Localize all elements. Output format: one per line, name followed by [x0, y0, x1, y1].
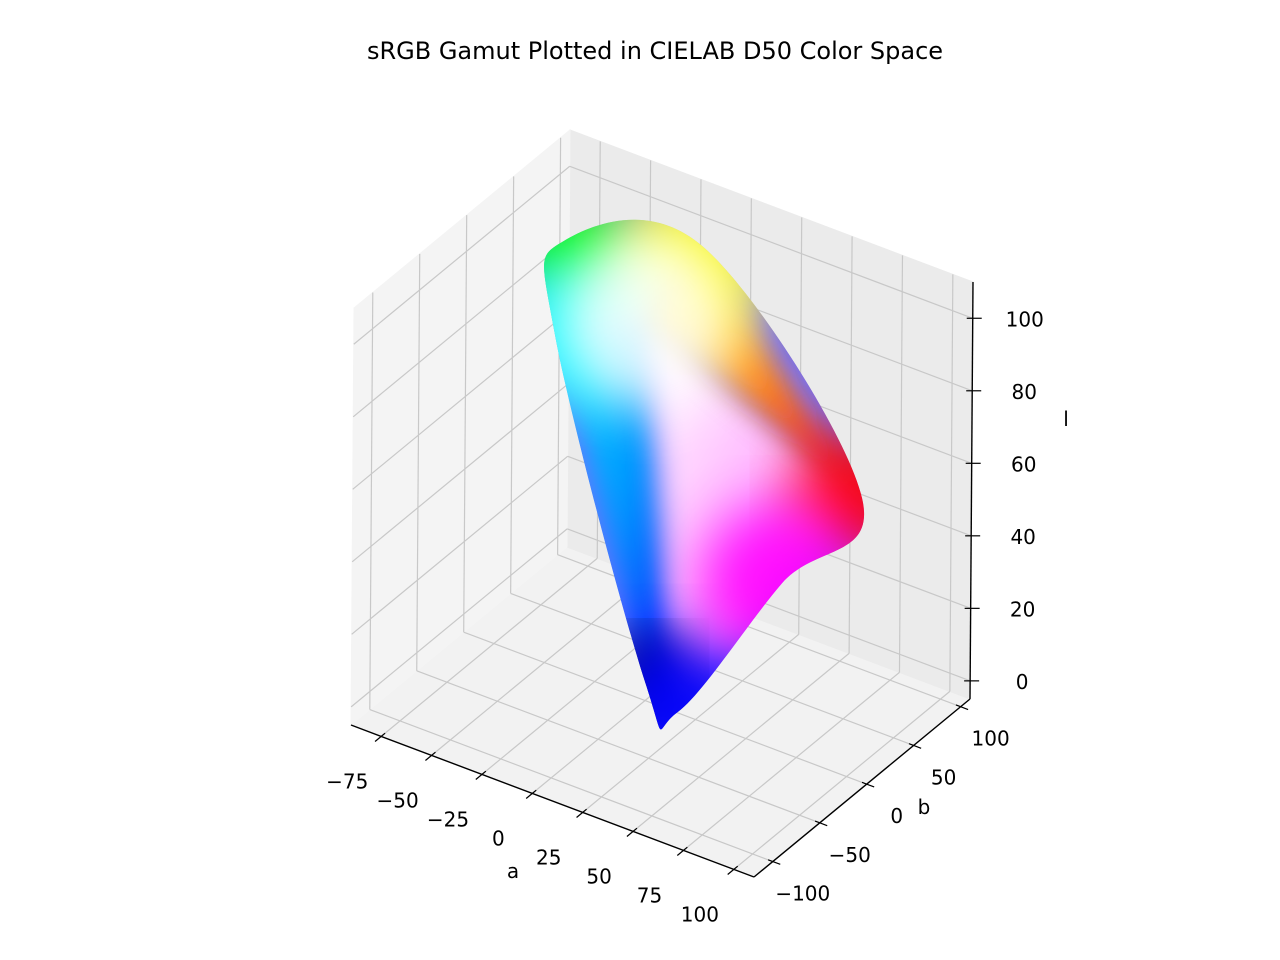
- axis-line-a: [350, 724, 755, 878]
- gridline-l-left: [351, 383, 569, 563]
- tick-b-in: [767, 859, 773, 863]
- tick-a: [727, 868, 735, 875]
- tick-label-l: 20: [1010, 597, 1035, 621]
- tick-a-in: [431, 751, 436, 756]
- tick-b: [913, 744, 922, 749]
- vertex-glow-white: [557, 229, 738, 410]
- tick-label-l: 80: [1011, 380, 1036, 404]
- gamut-surface: [544, 219, 865, 730]
- x-axis-label: a: [507, 859, 519, 883]
- gridline-l-left: [350, 528, 568, 708]
- gridline-a-floor: [431, 576, 648, 756]
- tick-label-l: 100: [1006, 307, 1044, 331]
- tick-a-in: [733, 865, 739, 870]
- tick-label-b: −50: [829, 843, 871, 867]
- gridline-b-left: [510, 176, 515, 594]
- gridline-a-back: [848, 236, 853, 654]
- tick-b: [866, 783, 875, 788]
- tick-label-l: 40: [1010, 525, 1035, 549]
- tick-a-in: [632, 827, 638, 832]
- tick-label-b: −100: [775, 882, 830, 906]
- gridline-l-left: [352, 238, 570, 418]
- tick-label-a: 75: [637, 883, 662, 907]
- gridline-a-floor: [733, 690, 951, 870]
- tick-label-b: 100: [972, 727, 1010, 751]
- gridline-b-left: [463, 215, 468, 633]
- tick-a: [425, 754, 432, 761]
- tick-label-a: −50: [376, 788, 418, 812]
- tick-a: [626, 830, 634, 837]
- tick-label-a: 100: [681, 902, 719, 926]
- tick-label-a: −75: [326, 769, 368, 793]
- axis-lines: [350, 281, 974, 878]
- tick-label-l: 60: [1011, 452, 1036, 476]
- tick-a-in: [380, 732, 386, 737]
- gridline-a-back: [949, 274, 954, 692]
- tick-b: [960, 706, 969, 711]
- pane-left: [350, 128, 571, 727]
- y-axis-label: b: [918, 795, 931, 819]
- z-axis-label: l: [1063, 407, 1069, 431]
- gridline-a-back: [898, 255, 904, 673]
- gridline-b-left: [369, 292, 374, 710]
- gridline-l-left: [351, 455, 569, 635]
- tick-b: [819, 822, 828, 827]
- tick-label-a: 50: [586, 864, 611, 888]
- tick-labels: −75 −50 −25 0 25 50 75 100 −100 −50 0 50 100 0 20 40 60 8…: [326, 307, 1044, 926]
- chart-title: sRGB Gamut Plotted in CIELAB D50 Color S…: [367, 37, 943, 65]
- tick-label-a: −25: [427, 807, 469, 831]
- tick-a-in: [531, 789, 537, 794]
- tick-label-b: 50: [931, 765, 956, 789]
- tick-a-in: [683, 846, 688, 851]
- gridline-b-left: [416, 253, 421, 671]
- tick-a: [374, 735, 382, 742]
- tick-label-a: 0: [492, 826, 505, 850]
- tick-b-in: [861, 781, 867, 785]
- tick-b-in: [955, 704, 961, 708]
- tick-a: [475, 773, 483, 780]
- gridline-b-floor: [369, 708, 773, 863]
- tick-a: [525, 792, 533, 799]
- tick-b-in: [814, 820, 820, 824]
- tick-label-l: 0: [1016, 670, 1029, 694]
- gridline-l-left: [353, 165, 571, 345]
- tick-label-b: 0: [890, 804, 903, 828]
- gridline-b-floor: [416, 670, 820, 824]
- gridline-a-floor: [683, 671, 900, 851]
- axis-line-l: [969, 281, 974, 700]
- gridline-l-left: [352, 310, 570, 490]
- gridline-a-floor: [582, 633, 800, 813]
- tick-a-in: [582, 808, 587, 813]
- gamut-face-cyan-blue: [554, 319, 678, 712]
- tick-a: [576, 811, 584, 818]
- tick-b: [772, 860, 781, 865]
- tick-a: [676, 849, 684, 856]
- gridline-l-back: [569, 165, 973, 319]
- tick-marks: [374, 317, 982, 875]
- tick-a-in: [481, 770, 487, 775]
- gridline-a-floor: [632, 652, 850, 832]
- axis-line-b: [753, 698, 971, 878]
- tick-label-a: 25: [536, 845, 561, 869]
- tick-b-in: [908, 743, 914, 746]
- gridline-a-floor: [380, 557, 598, 737]
